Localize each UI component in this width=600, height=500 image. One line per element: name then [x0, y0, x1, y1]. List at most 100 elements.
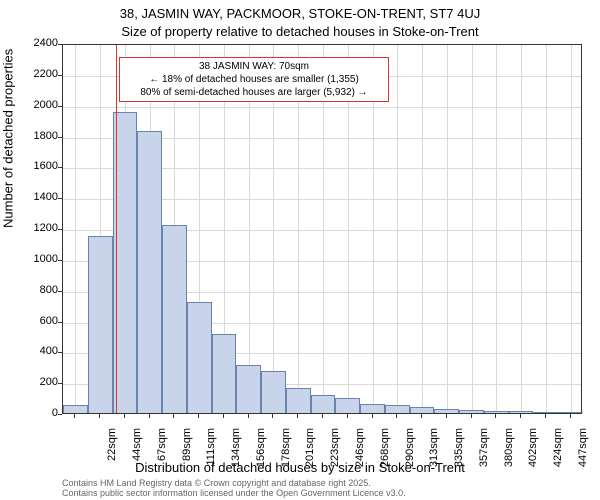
x-tick-label: 290sqm — [404, 428, 416, 468]
x-tick-mark — [396, 414, 397, 418]
grid-line-v — [546, 45, 547, 413]
x-tick-mark — [322, 414, 323, 418]
x-tick-label: 44sqm — [131, 428, 143, 468]
y-tick-label: 1000 — [18, 253, 58, 265]
x-tick-label: 380sqm — [503, 428, 515, 468]
histogram-bar — [187, 302, 212, 413]
histogram-bar — [360, 404, 385, 413]
x-tick-mark — [149, 414, 150, 418]
x-tick-label: 178sqm — [280, 428, 292, 468]
x-tick-mark — [173, 414, 174, 418]
x-tick-label: 89sqm — [181, 428, 193, 468]
x-tick-mark — [446, 414, 447, 418]
histogram-bar — [459, 410, 484, 413]
x-tick-label: 246sqm — [354, 428, 366, 468]
x-tick-mark — [198, 414, 199, 418]
y-tick-label: 600 — [18, 315, 58, 327]
y-tick-mark — [58, 229, 62, 230]
x-tick-mark — [372, 414, 373, 418]
histogram-bar — [311, 395, 336, 414]
y-tick-mark — [58, 137, 62, 138]
x-tick-label: 335sqm — [453, 428, 465, 468]
x-tick-mark — [545, 414, 546, 418]
annotation-line: 80% of semi-detached houses are larger (… — [126, 86, 382, 99]
x-tick-mark — [74, 414, 75, 418]
y-tick-label: 2000 — [18, 99, 58, 111]
y-tick-mark — [58, 322, 62, 323]
chart-subtitle: Size of property relative to detached ho… — [0, 24, 600, 39]
y-tick-mark — [58, 260, 62, 261]
x-tick-mark — [347, 414, 348, 418]
y-tick-mark — [58, 414, 62, 415]
x-tick-mark — [520, 414, 521, 418]
x-tick-label: 156sqm — [255, 428, 267, 468]
property-marker-line — [116, 45, 117, 413]
histogram-bar — [335, 398, 360, 413]
x-tick-label: 313sqm — [428, 428, 440, 468]
grid-line-v — [422, 45, 423, 413]
y-tick-label: 1200 — [18, 222, 58, 234]
histogram-bar — [137, 131, 162, 413]
y-tick-label: 200 — [18, 376, 58, 388]
x-tick-label: 67sqm — [156, 428, 168, 468]
y-tick-mark — [58, 75, 62, 76]
x-tick-mark — [495, 414, 496, 418]
x-tick-label: 111sqm — [205, 428, 217, 468]
grid-line-v — [571, 45, 572, 413]
x-tick-mark — [272, 414, 273, 418]
x-tick-mark — [124, 414, 125, 418]
x-tick-label: 447sqm — [577, 428, 589, 468]
histogram-bar — [261, 371, 286, 413]
grid-line-v — [75, 45, 76, 413]
histogram-bar — [509, 411, 534, 413]
grid-line-v — [472, 45, 473, 413]
chart-container: 38, JASMIN WAY, PACKMOOR, STOKE-ON-TRENT… — [0, 0, 600, 500]
y-axis-label: Number of detached properties — [1, 49, 16, 228]
x-tick-label: 223sqm — [329, 428, 341, 468]
grid-line-h — [63, 107, 581, 108]
y-tick-label: 800 — [18, 284, 58, 296]
footer-line-1: Contains HM Land Registry data © Crown c… — [62, 478, 406, 488]
y-tick-mark — [58, 44, 62, 45]
x-tick-label: 402sqm — [527, 428, 539, 468]
x-tick-label: 424sqm — [552, 428, 564, 468]
y-tick-label: 1600 — [18, 160, 58, 172]
x-tick-mark — [421, 414, 422, 418]
histogram-bar — [434, 409, 459, 413]
histogram-bar — [385, 405, 410, 413]
histogram-bar — [88, 236, 113, 413]
x-tick-mark — [248, 414, 249, 418]
x-tick-mark — [570, 414, 571, 418]
grid-line-v — [496, 45, 497, 413]
x-tick-mark — [99, 414, 100, 418]
histogram-bar — [410, 407, 435, 413]
chart-title-address: 38, JASMIN WAY, PACKMOOR, STOKE-ON-TRENT… — [0, 6, 600, 21]
histogram-bar — [533, 412, 558, 413]
histogram-bar — [558, 412, 583, 413]
y-tick-label: 1400 — [18, 191, 58, 203]
y-tick-mark — [58, 106, 62, 107]
x-tick-label: 357sqm — [478, 428, 490, 468]
histogram-bar — [63, 405, 88, 413]
y-tick-mark — [58, 291, 62, 292]
x-tick-mark — [297, 414, 298, 418]
grid-line-v — [521, 45, 522, 413]
x-tick-label: 268sqm — [379, 428, 391, 468]
annotation-box: 38 JASMIN WAY: 70sqm← 18% of detached ho… — [119, 57, 389, 102]
histogram-bar — [162, 225, 187, 413]
y-tick-mark — [58, 383, 62, 384]
y-tick-label: 2400 — [18, 37, 58, 49]
x-tick-label: 201sqm — [304, 428, 316, 468]
histogram-bar — [212, 334, 237, 413]
grid-line-v — [447, 45, 448, 413]
x-tick-mark — [223, 414, 224, 418]
y-tick-label: 400 — [18, 345, 58, 357]
x-tick-label: 22sqm — [106, 428, 118, 468]
x-tick-mark — [471, 414, 472, 418]
histogram-bar — [484, 411, 509, 413]
y-tick-label: 0 — [18, 407, 58, 419]
x-tick-label: 134sqm — [230, 428, 242, 468]
y-tick-label: 2200 — [18, 68, 58, 80]
y-tick-mark — [58, 352, 62, 353]
y-tick-mark — [58, 198, 62, 199]
